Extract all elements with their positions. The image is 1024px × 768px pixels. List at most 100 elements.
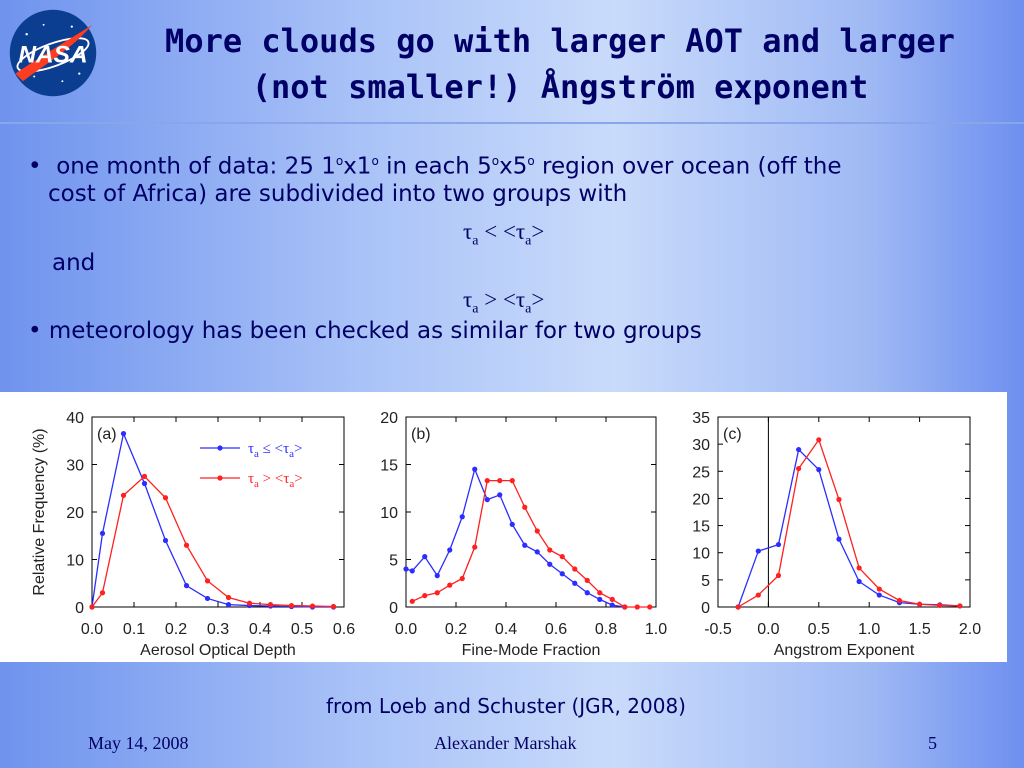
legend-text: ≤ xyxy=(259,441,275,457)
data-point xyxy=(775,572,782,579)
panel-label: (c) xyxy=(723,426,742,443)
x-tick-label: 0.5 xyxy=(808,621,830,638)
charts-svg: 0.0 0.1 0.2 0.3 0.4 0.5 0.6 0 10 20 30 40 (a) Aerosol… xyxy=(31,410,981,659)
legend-text: <τ xyxy=(275,471,290,487)
bullet-1-text-e: region over ocean (off the xyxy=(534,153,842,180)
x-tick-label: 0.1 xyxy=(123,621,145,638)
data-point xyxy=(422,554,428,560)
legend-entry: τa ≤ <τa> xyxy=(248,441,303,460)
degree-sup: o xyxy=(371,154,379,168)
data-point xyxy=(534,528,540,534)
chart-panel-a: 0.0 0.1 0.2 0.3 0.4 0.5 0.6 0 10 20 30 40 (a) Aerosol… xyxy=(31,410,355,659)
x-tick-label: 0.5 xyxy=(291,621,313,638)
data-point xyxy=(735,604,741,610)
data-point xyxy=(572,566,578,572)
data-point xyxy=(497,478,503,484)
series-line-1 xyxy=(737,448,960,608)
data-point xyxy=(597,590,603,596)
data-point xyxy=(775,541,782,548)
x-tick-label: 1.5 xyxy=(908,621,930,638)
operator: > < xyxy=(478,287,516,312)
data-point xyxy=(647,604,653,610)
data-point xyxy=(183,542,190,548)
y-tick-label: 10 xyxy=(66,553,84,570)
x-tick-label: 0.0 xyxy=(757,621,779,638)
legend-text: > xyxy=(294,471,302,487)
data-point xyxy=(755,592,761,598)
panel-label: (a) xyxy=(97,426,117,443)
x-tick-label: 0.3 xyxy=(207,621,229,638)
data-point xyxy=(120,492,127,498)
data-point xyxy=(141,480,148,487)
data-point xyxy=(856,578,862,585)
data-point xyxy=(459,514,465,520)
data-point xyxy=(447,547,453,553)
x-tick-label: 1.0 xyxy=(858,621,880,638)
bullet-1-text-a: one month of data: 25 1 xyxy=(56,153,336,180)
y-tick-label: 5 xyxy=(701,573,710,590)
data-point xyxy=(796,446,802,453)
y-tick-label: 10 xyxy=(692,546,710,563)
bullet-1-text-b: x1 xyxy=(343,153,372,180)
y-tick-label: 5 xyxy=(389,553,398,570)
data-point xyxy=(309,603,316,609)
data-point xyxy=(609,596,615,602)
data-point xyxy=(422,593,428,599)
data-point xyxy=(409,568,415,574)
plot-frame xyxy=(405,416,657,608)
data-point xyxy=(497,492,503,498)
degree-sup: o xyxy=(527,154,535,168)
bullet-2-text: meteorology has been checked as similar … xyxy=(48,318,702,344)
plot-frame xyxy=(717,416,971,608)
data-point xyxy=(597,596,603,602)
legend-marker xyxy=(217,475,223,481)
data-point xyxy=(484,497,490,503)
tau-symbol: τ xyxy=(463,287,473,312)
data-point xyxy=(796,465,802,472)
tau-symbol: τ xyxy=(463,219,473,244)
title-line-2: (not smaller!) Ångström exponent xyxy=(251,68,869,106)
x-axis-label: Fine-Mode Fraction xyxy=(462,642,601,659)
condition-greater: τa > <τa> xyxy=(463,283,544,326)
bracket: > xyxy=(531,287,545,312)
data-point xyxy=(816,437,822,443)
data-point xyxy=(183,583,190,589)
x-tick-label: 0.0 xyxy=(395,621,417,638)
data-point xyxy=(609,602,615,608)
data-point xyxy=(288,602,295,609)
data-point xyxy=(559,554,565,560)
y-tick-label: 15 xyxy=(692,519,710,536)
x-tick-label: 0.2 xyxy=(165,621,187,638)
data-point xyxy=(836,536,842,542)
data-point xyxy=(141,473,148,479)
series-line-2 xyxy=(411,480,650,608)
footer-page-number: 5 xyxy=(928,733,937,753)
data-point xyxy=(99,530,106,536)
data-point xyxy=(522,542,528,548)
x-tick-label: 0.6 xyxy=(545,621,567,638)
data-point xyxy=(434,573,440,579)
degree-sup: o xyxy=(491,154,500,168)
data-point xyxy=(484,478,490,484)
x-tick-label: 0.0 xyxy=(81,621,103,638)
tau-symbol: τ xyxy=(515,287,526,312)
tau-subscript: a xyxy=(525,233,532,249)
nasa-logo: NASA xyxy=(9,9,97,97)
data-point xyxy=(622,604,628,610)
tau-subscript: a xyxy=(472,301,479,317)
data-point xyxy=(856,565,862,571)
nasa-logo-text: NASA xyxy=(18,41,87,68)
data-point xyxy=(403,566,409,572)
title-divider xyxy=(0,122,1024,124)
y-tick-label: 20 xyxy=(66,505,84,522)
bullet-1-line-2: cost of Africa) are subdivided into two … xyxy=(48,181,628,207)
x-axis-label: Angstrom Exponent xyxy=(774,642,915,659)
data-point xyxy=(162,495,169,501)
data-point xyxy=(120,431,127,437)
data-point xyxy=(547,547,553,553)
x-tick-label: 0.2 xyxy=(445,621,467,638)
data-point xyxy=(225,594,232,601)
y-tick-label: 0 xyxy=(389,600,398,617)
data-point xyxy=(89,604,95,610)
tau-subscript: a xyxy=(525,301,532,317)
